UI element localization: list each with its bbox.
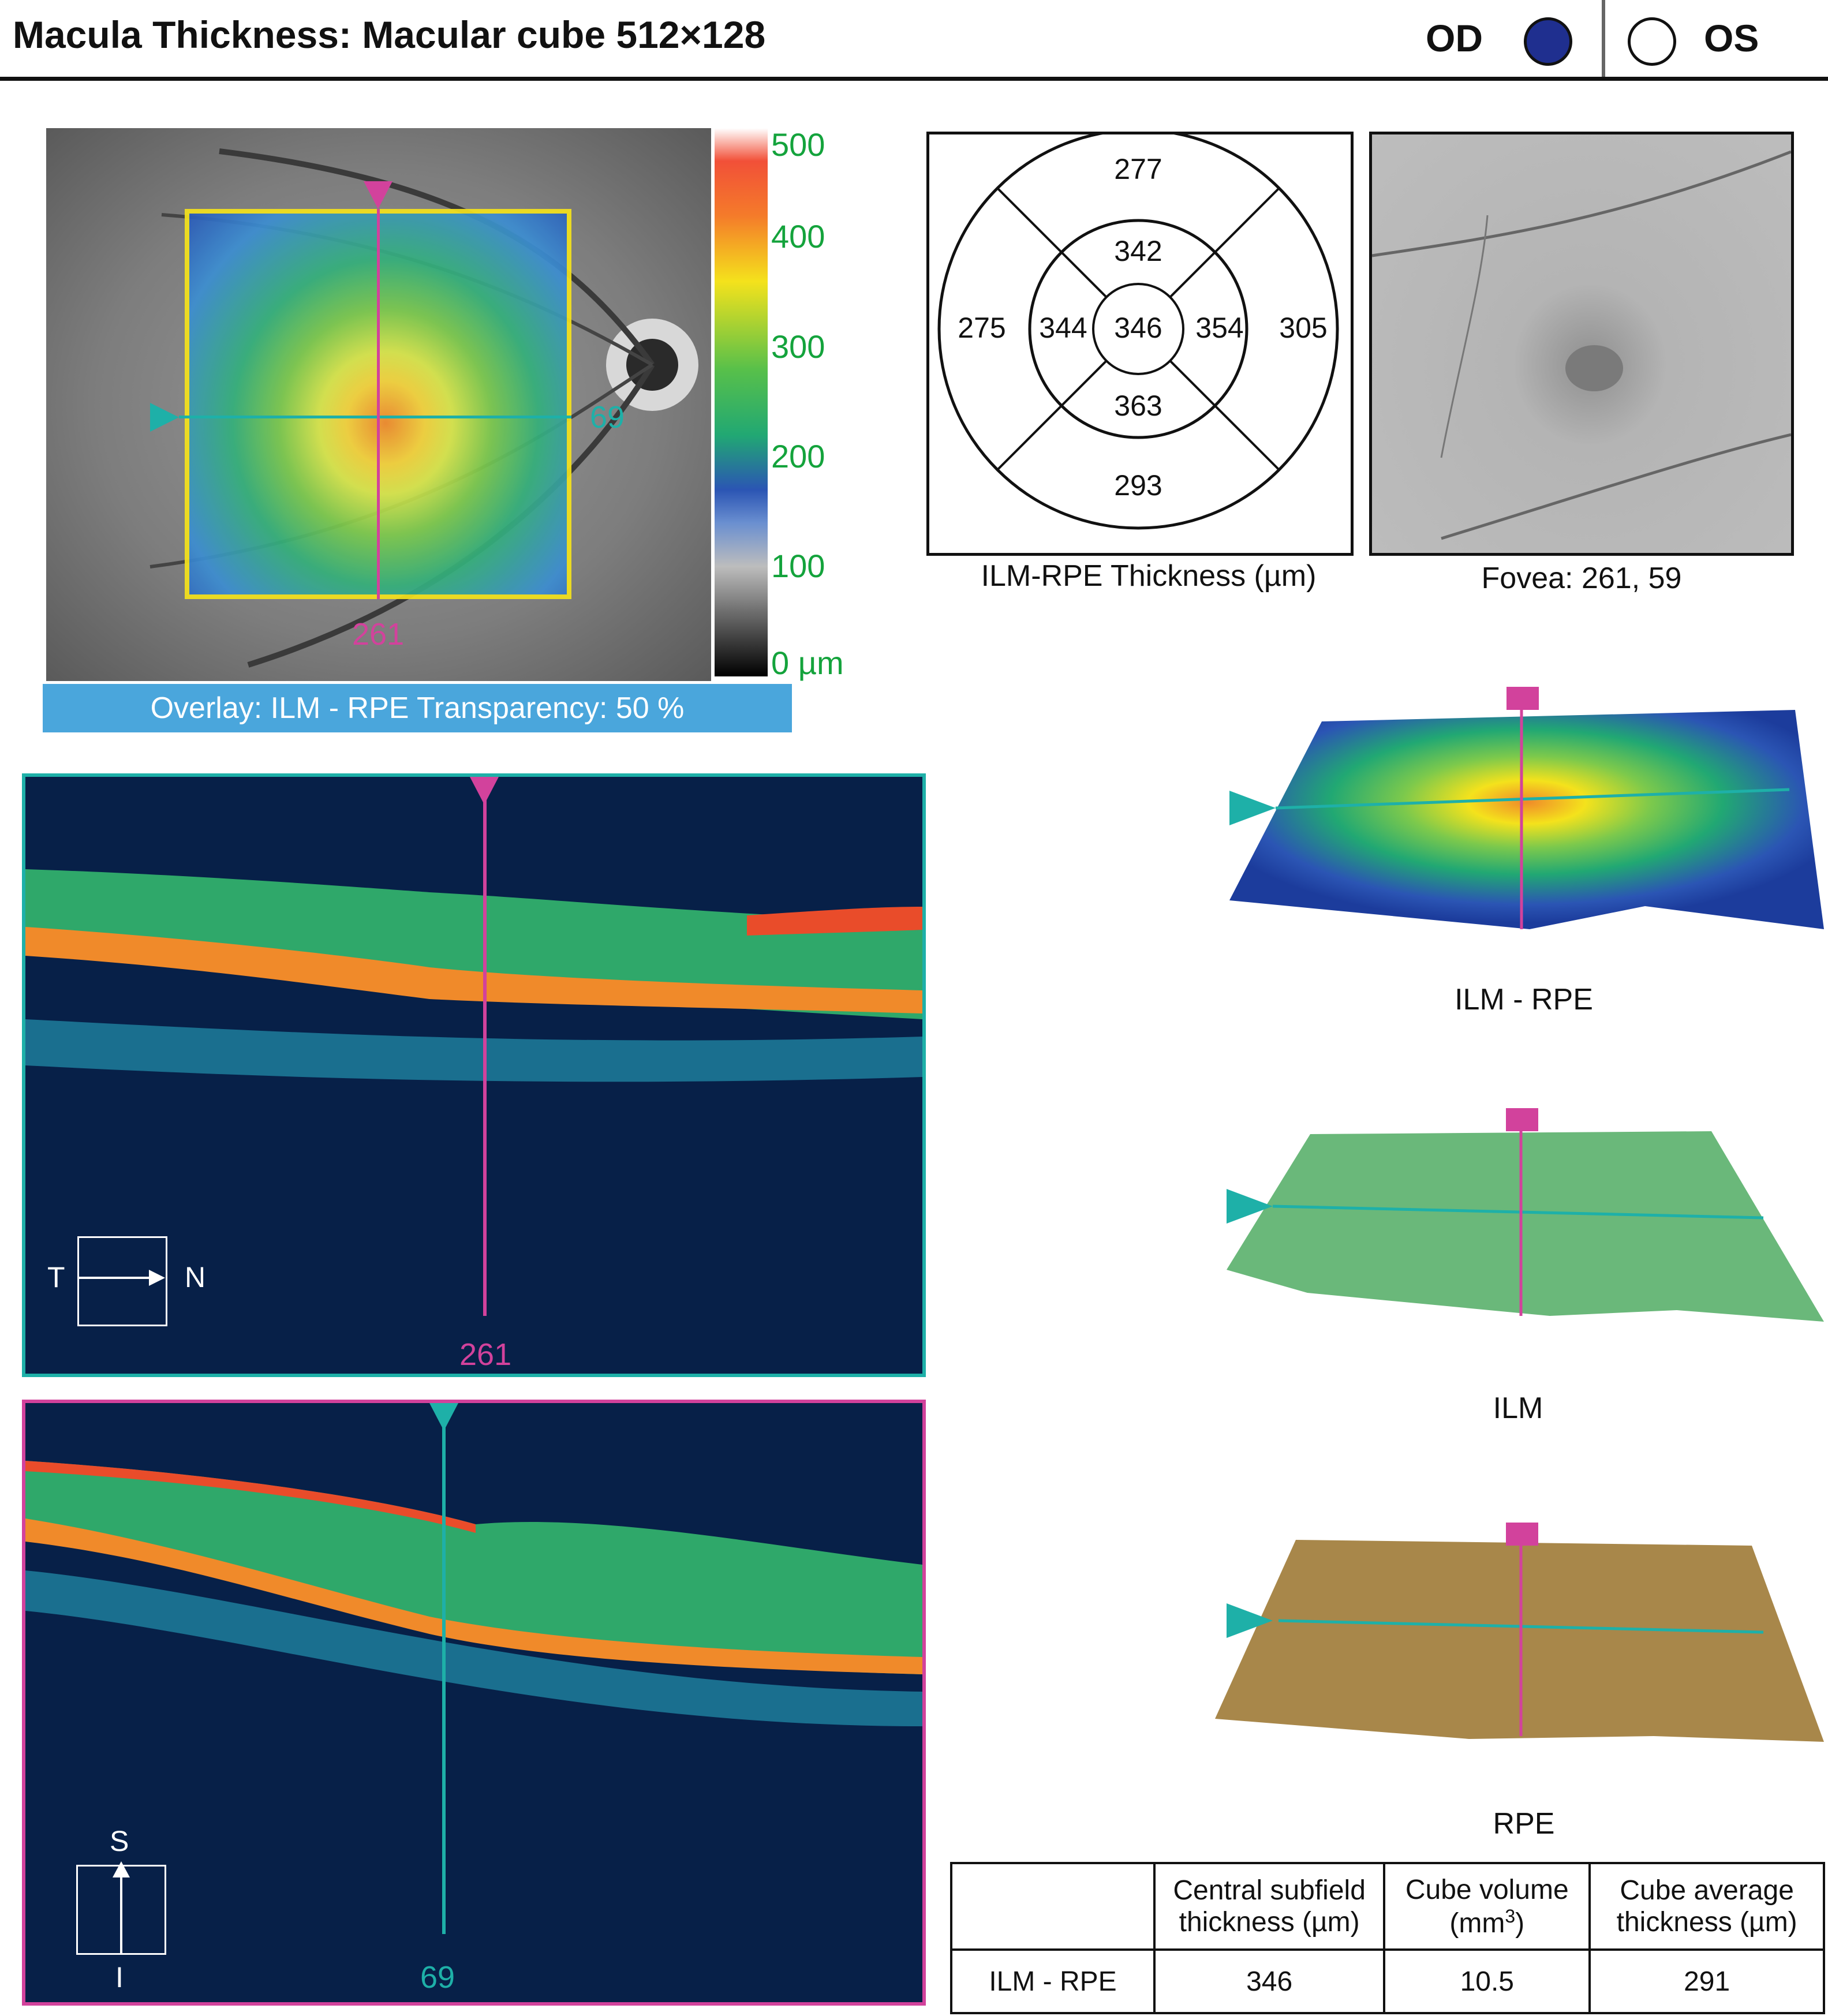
etdrs-outer-temporal: 275	[958, 312, 1006, 344]
surface-ilm-caption: ILM	[1493, 1392, 1543, 1425]
horizontal-bscan[interactable]: 261 T N	[22, 773, 926, 1377]
bscan-h-marker-icon[interactable]	[470, 777, 500, 807]
results-header-empty	[950, 1862, 1156, 1951]
bscan-v-marker-icon[interactable]	[429, 1403, 459, 1433]
results-table: Central subfield thickness (µm) Cube vol…	[950, 1862, 1825, 2014]
surface-3d-ilm-rpe[interactable]	[1229, 687, 1824, 941]
od-selected-radio[interactable]	[1524, 17, 1572, 66]
overlay-settings-bar[interactable]: Overlay: ILM - RPE Transparency: 50 %	[43, 684, 792, 732]
results-header-central-subfield: Central subfield thickness (µm)	[1153, 1862, 1386, 1951]
vertical-scan-line[interactable]	[377, 209, 380, 599]
etdrs-outer-nasal: 305	[1279, 312, 1328, 344]
fovea-caption: Fovea: 261, 59	[1481, 562, 1682, 595]
slo-vessels	[1372, 150, 1791, 540]
etdrs-grid-lines	[937, 134, 1339, 530]
arrow-up-icon	[113, 1861, 130, 1877]
horizontal-bscan-layers	[25, 777, 922, 1374]
etdrs-inner-temporal: 344	[1039, 312, 1087, 344]
results-header-cube-average: Cube average thickness (µm)	[1588, 1862, 1825, 1951]
horizontal-scan-line[interactable]	[179, 416, 571, 418]
surface-3d-ilm[interactable]	[1227, 1108, 1824, 1327]
arrow-right-icon	[149, 1270, 165, 1286]
results-central-subfield-value: 346	[1153, 1948, 1386, 2014]
etdrs-caption: ILM-RPE Thickness (µm)	[981, 559, 1317, 593]
bscan-v-marker-value: 69	[420, 1960, 455, 1995]
vertical-marker-value: 261	[352, 617, 405, 652]
scale-label-500: 500	[771, 126, 825, 163]
surface-rpe-caption: RPE	[1493, 1807, 1555, 1841]
scale-label-100: 100	[771, 548, 825, 584]
thickness-color-scale	[715, 128, 768, 676]
vertical-bscan-layers	[25, 1403, 922, 2002]
results-header-cube-volume: Cube volume (mm3)	[1383, 1862, 1591, 1951]
fundus-thickness-map[interactable]: 69 261	[46, 128, 711, 681]
results-row-label: ILM - RPE	[950, 1948, 1156, 2014]
etdrs-center: 346	[1114, 312, 1162, 344]
orientation-box-tn	[77, 1236, 167, 1326]
horizontal-marker-value: 69	[590, 400, 625, 435]
od-label: OD	[1426, 17, 1483, 59]
orientation-temporal: T	[47, 1261, 65, 1293]
bscan-v-position-line[interactable]	[442, 1403, 446, 1934]
orientation-nasal: N	[185, 1261, 206, 1293]
etdrs-inner-superior: 342	[1114, 235, 1162, 267]
etdrs-inner-nasal: 354	[1195, 312, 1244, 344]
results-row: ILM - RPE 346 10.5 291	[950, 1948, 1825, 2014]
bscan-h-position-line[interactable]	[483, 777, 487, 1316]
orientation-arrow-shaft	[78, 1277, 154, 1279]
os-radio[interactable]	[1628, 17, 1676, 66]
page-title: Macula Thickness: Macular cube 512×128	[13, 13, 766, 56]
etdrs-inner-inferior: 363	[1114, 390, 1162, 422]
orientation-arrow-shaft-v	[120, 1869, 122, 1955]
surface-3d-rpe[interactable]	[1215, 1523, 1824, 1753]
slo-fundus-image[interactable]	[1369, 132, 1794, 556]
eye-divider	[1602, 0, 1605, 77]
orientation-inferior: I	[115, 1961, 124, 1993]
horizontal-marker-icon[interactable]	[150, 403, 182, 432]
surface-ilm-shape	[1227, 1108, 1824, 1322]
surface-ilm-rpe-caption: ILM - RPE	[1455, 983, 1593, 1016]
os-label: OS	[1704, 17, 1759, 59]
etdrs-grid-panel: 277 342 275 344 346 354 305 363 293	[926, 132, 1354, 556]
scale-label-200: 200	[771, 438, 825, 474]
report-header: Macula Thickness: Macular cube 512×128 O…	[0, 0, 1828, 81]
etdrs-outer-superior: 277	[1114, 153, 1162, 185]
bscan-h-marker-value: 261	[459, 1337, 512, 1372]
vertical-marker-icon[interactable]	[364, 181, 394, 211]
results-cube-volume-value: 10.5	[1383, 1948, 1591, 2014]
surface-ilm-rpe-shape	[1229, 687, 1824, 929]
orientation-superior: S	[110, 1825, 129, 1857]
scale-label-400: 400	[771, 218, 825, 255]
vertical-bscan[interactable]: 69 S I	[22, 1400, 926, 2006]
results-cube-average-value: 291	[1588, 1948, 1825, 2014]
scale-label-0: 0 µm	[771, 645, 844, 681]
results-header-row: Central subfield thickness (µm) Cube vol…	[950, 1862, 1825, 1951]
etdrs-outer-inferior: 293	[1114, 469, 1162, 502]
surface-rpe-shape	[1215, 1523, 1824, 1742]
scale-label-300: 300	[771, 328, 825, 365]
